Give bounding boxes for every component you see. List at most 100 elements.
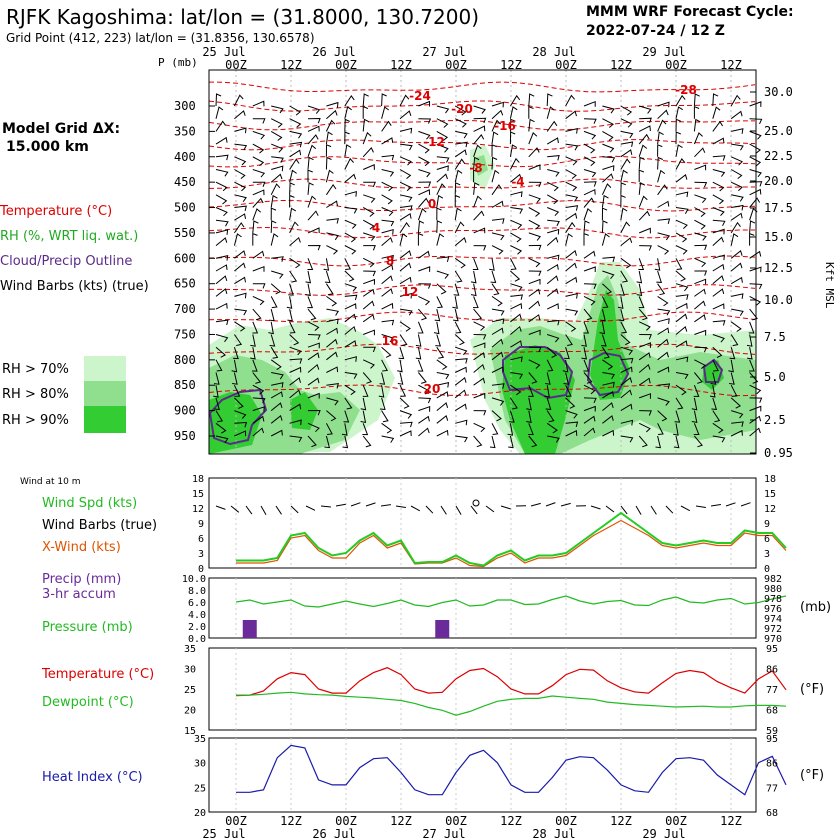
wind-barb-126 (289, 334, 300, 346)
wind-barb-244 (381, 106, 389, 119)
wind-barb-791 (749, 197, 761, 208)
precip-axis-label: 0.0 (188, 634, 206, 645)
wind-barb-631 (639, 227, 651, 234)
pressure-axis-label: 980 (764, 584, 782, 595)
precip-bar (242, 620, 257, 638)
p-tick-label: 700 (174, 302, 196, 316)
wind-barb-473 (528, 278, 541, 285)
wind-barb-125 (289, 321, 296, 334)
wind-barb-747 (712, 334, 725, 343)
time-label-top: 00Z (665, 58, 687, 72)
wind-barb-494 (547, 207, 560, 217)
isotherm-9 (209, 284, 756, 296)
wind-barb-242 (362, 435, 372, 448)
wind-barb-520 (565, 194, 579, 202)
wind-barb-703 (693, 105, 700, 119)
heat-unit: (°F) (800, 768, 824, 783)
wind-barb-592 (602, 415, 614, 424)
isotherm-8 (208, 255, 756, 267)
wind-barb-198 (344, 219, 357, 229)
precip-pressure-panel: 0.02.04.06.08.010.0 970972974976978980982… (182, 574, 831, 645)
wind-barb-399 (473, 363, 485, 373)
wind-barb-480 (528, 372, 538, 384)
wind-axis-label: 6 (764, 534, 770, 545)
wind-barb-555 (583, 295, 596, 306)
pressure-label: Pressure (mb) (42, 620, 133, 635)
wind-barb-83 (270, 130, 283, 141)
wind-barb-139 (307, 144, 317, 157)
wind-barb-183 (326, 366, 339, 373)
wind-barb-562 (583, 384, 596, 395)
heat-index-line (236, 744, 787, 796)
kft-tick-label: 5.0 (764, 370, 786, 384)
tempf-axis-label: 95 (766, 644, 778, 655)
wind-barb-781 (731, 421, 744, 427)
wind-barb-247 (381, 154, 395, 161)
wind-barb-314 (417, 321, 424, 334)
wind-barb-117 (289, 207, 297, 221)
wind-barb-629 (638, 195, 648, 208)
wind-barb-501 (546, 288, 559, 297)
wind-barb-29 (234, 127, 247, 134)
wind-barb-516 (565, 143, 579, 151)
wind-barb-611 (620, 321, 628, 334)
wind-barb-100 (270, 346, 279, 359)
wind-barb-453 (510, 372, 523, 380)
wind-barb-659 (657, 245, 670, 255)
heatf-axis-label: 95 (766, 734, 778, 745)
wind-barb-486 (546, 93, 553, 107)
wind-barb-745 (712, 303, 725, 310)
p-tick-label: 500 (174, 201, 196, 215)
kft-axis: 30.0 25.0 22.5 20.0 17.5 15.0 12.5 10.0 7.5 5.0 2.… (750, 85, 793, 460)
wind-barb-324 (436, 105, 450, 114)
kft-tick-label: 17.5 (764, 201, 793, 215)
wind-barb-635 (636, 283, 643, 297)
isotherm-3 (208, 139, 756, 151)
time-label-top: 12Z (500, 58, 522, 72)
wind-barb-65 (252, 232, 258, 246)
wind-barb-783 (749, 101, 762, 107)
surface-wind-barb (635, 505, 642, 515)
wind-barb-55 (252, 118, 266, 124)
time-axis-top: 00Z 12Z 00Z 12Z 00Z 12Z 00Z 12Z 00Z 12Z 25 Jul 26 J… (202, 45, 742, 72)
wind-barb-137 (307, 125, 320, 132)
wind-barb-56 (252, 130, 266, 140)
wind-barb-360 (454, 207, 462, 221)
wind-barb-11 (215, 237, 228, 246)
wind-barb-490 (547, 155, 560, 161)
wind-barb-422 (491, 318, 505, 324)
wind-barb-160 (307, 422, 320, 433)
wind-barb-170 (326, 200, 338, 208)
wind-barb-751 (709, 385, 716, 398)
wind-barb-795 (749, 250, 762, 259)
wind-barb-568 (602, 118, 614, 128)
wind-barb-726 (691, 410, 698, 424)
wind-barb-809 (749, 427, 761, 437)
wind-barb-321 (418, 405, 431, 412)
legend-rh: RH (%, WRT liq. wat.) (0, 229, 138, 244)
wind-barb-175 (324, 270, 331, 284)
wind-barb-465 (528, 181, 542, 188)
wind-barb-257 (381, 275, 393, 285)
wind-barb-154 (307, 342, 320, 349)
wind-barb-724 (693, 385, 700, 397)
wind-barb-285 (399, 292, 413, 299)
wind-barb-146 (307, 244, 321, 251)
wind-barb-113 (289, 158, 300, 170)
wind-barb-342 (435, 334, 441, 347)
wind-barb-283 (399, 262, 412, 272)
wind-barb-228 (362, 257, 375, 268)
date-label-top: 26 Jul (312, 45, 355, 59)
wind-barb-338 (436, 283, 447, 295)
wind-barb-5 (215, 169, 229, 177)
wind-barb-461 (528, 118, 535, 132)
wind-barb-158 (307, 392, 320, 399)
wind-barb-200 (344, 245, 357, 255)
wind-barb-705 (693, 132, 703, 145)
surface-wind-barb (695, 505, 706, 508)
precip-label: Precip (mm) (42, 572, 121, 587)
wind-barb-325 (436, 118, 449, 128)
wind-barb-156 (307, 363, 320, 373)
wind-barb-69 (252, 295, 265, 306)
wind-barb-728 (694, 435, 703, 448)
